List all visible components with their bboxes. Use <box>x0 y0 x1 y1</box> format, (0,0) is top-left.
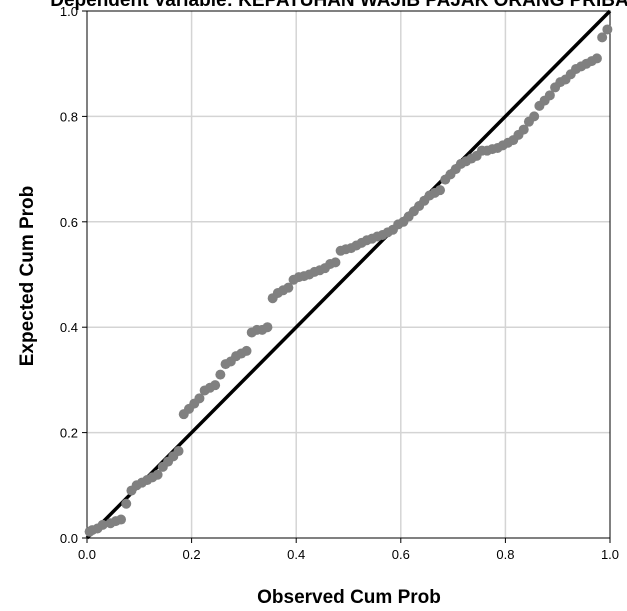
y-tick-label: 0.8 <box>60 109 78 124</box>
x-tick-label: 0.0 <box>78 547 96 562</box>
data-point <box>173 446 184 457</box>
data-point <box>210 380 221 391</box>
data-point <box>435 185 446 196</box>
data-point <box>115 514 126 525</box>
tick-labels: 0.0 0.2 0.4 0.6 0.8 1.0 0.0 0.2 0.4 0.6 0.8 1.0 <box>60 4 619 562</box>
y-axis-title: Expected Cum Prob <box>17 186 38 367</box>
x-tick-label: 0.4 <box>287 547 305 562</box>
data-point <box>194 393 205 404</box>
grid-lines <box>87 11 610 538</box>
y-tick-label: 1.0 <box>60 4 78 19</box>
data-point <box>121 498 132 509</box>
y-tick-label: 0.6 <box>60 215 78 230</box>
data-point <box>597 32 608 43</box>
data-points <box>84 24 613 537</box>
y-tick-label: 0.0 <box>60 531 78 546</box>
data-point <box>262 322 273 333</box>
y-tick-label: 0.4 <box>60 320 78 335</box>
data-point <box>330 257 341 268</box>
x-tick-label: 0.2 <box>183 547 201 562</box>
x-tick-label: 1.0 <box>601 547 619 562</box>
data-point <box>602 24 613 35</box>
y-tick-label: 0.2 <box>60 426 78 441</box>
plot-border <box>86 10 611 539</box>
data-point <box>241 345 252 356</box>
x-tick-label: 0.6 <box>392 547 410 562</box>
data-point <box>591 53 602 64</box>
x-tick-label: 0.8 <box>496 547 514 562</box>
data-point <box>97 519 108 530</box>
chart-title: Dependent Variable: KEPATUHAN WAJIB PAJA… <box>50 0 627 11</box>
data-point <box>544 90 555 101</box>
data-point <box>283 282 294 293</box>
data-point <box>215 369 226 380</box>
data-point <box>529 111 540 122</box>
data-point <box>518 124 529 135</box>
plot-frame <box>82 10 611 543</box>
data-point <box>152 469 163 480</box>
x-axis-title: Observed Cum Prob <box>257 587 441 608</box>
